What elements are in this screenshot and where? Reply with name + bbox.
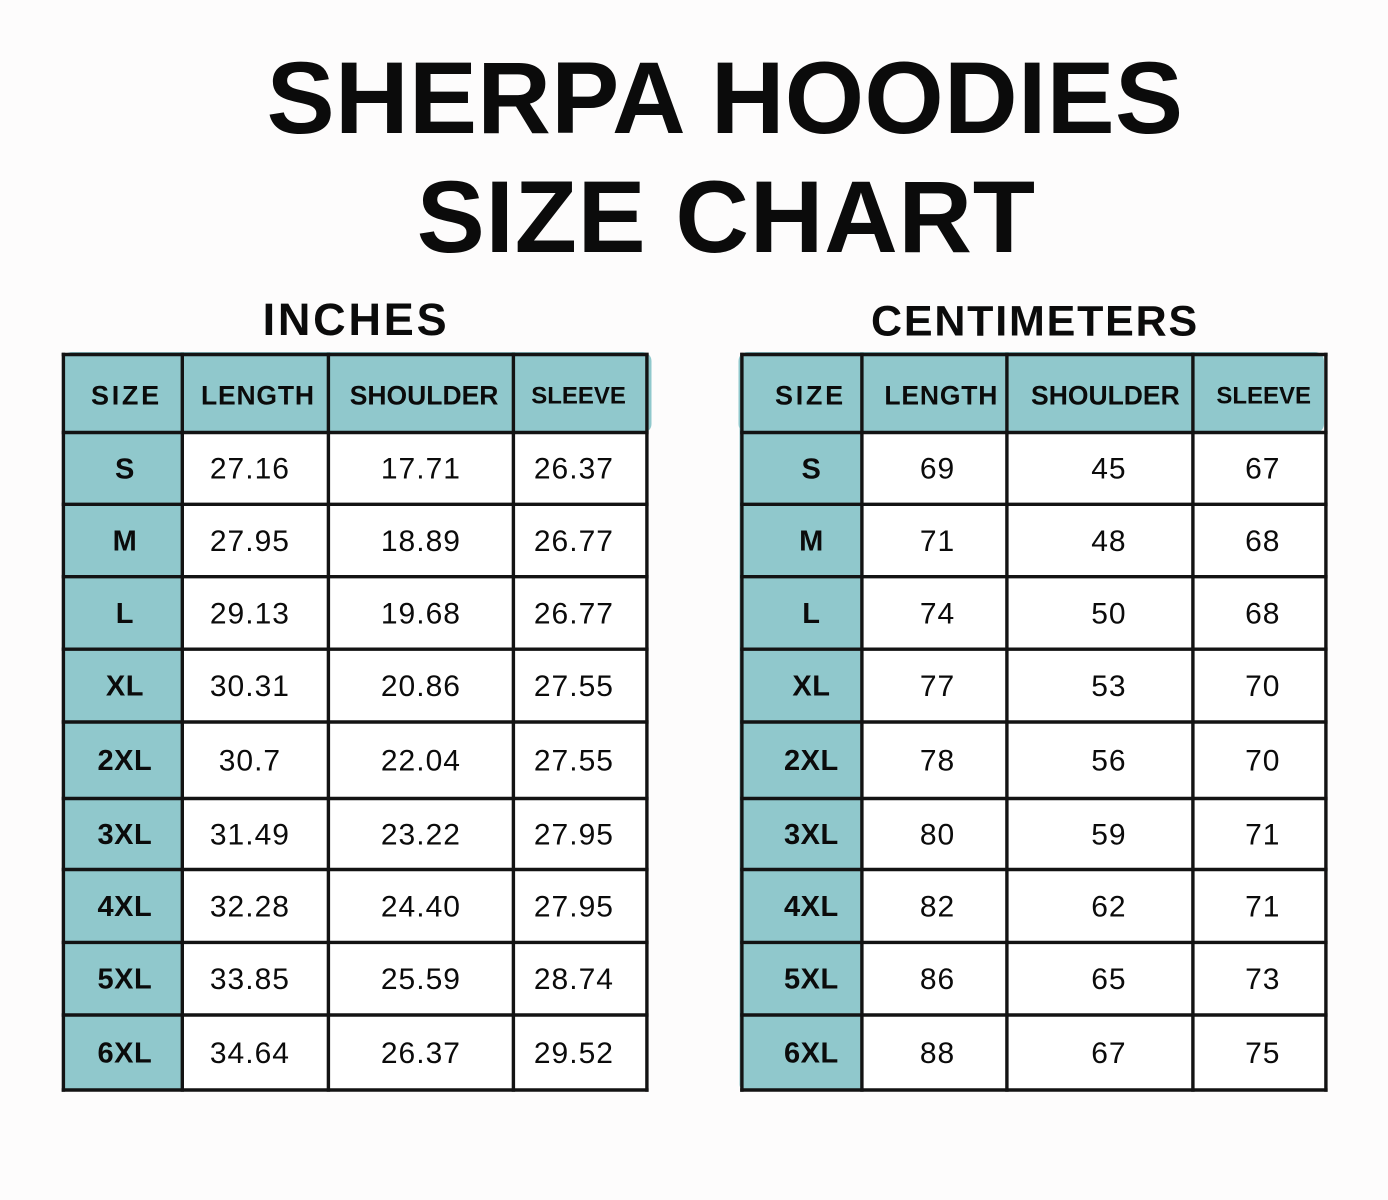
svg-text:59: 59 xyxy=(1091,818,1126,851)
svg-text:S: S xyxy=(115,453,135,485)
svg-text:L: L xyxy=(116,598,134,630)
svg-text:31.49: 31.49 xyxy=(210,818,290,851)
svg-text:78: 78 xyxy=(920,745,955,778)
svg-text:SIZE: SIZE xyxy=(775,381,846,411)
svg-text:XL: XL xyxy=(792,671,830,703)
svg-text:6XL: 6XL xyxy=(784,1038,839,1070)
svg-text:26.77: 26.77 xyxy=(534,525,614,558)
svg-text:SLEEVE: SLEEVE xyxy=(531,383,626,410)
svg-text:2XL: 2XL xyxy=(98,745,153,777)
svg-text:67: 67 xyxy=(1091,1037,1126,1070)
svg-text:4XL: 4XL xyxy=(784,891,839,923)
svg-text:26.77: 26.77 xyxy=(534,597,614,630)
svg-text:71: 71 xyxy=(1245,818,1280,851)
svg-text:18.89: 18.89 xyxy=(381,525,461,558)
svg-text:29.52: 29.52 xyxy=(534,1037,614,1070)
svg-text:2XL: 2XL xyxy=(784,745,839,777)
svg-text:6XL: 6XL xyxy=(98,1038,153,1070)
svg-text:71: 71 xyxy=(920,525,955,558)
svg-text:CENTIMETERS: CENTIMETERS xyxy=(871,298,1199,346)
svg-text:71: 71 xyxy=(1245,890,1280,923)
svg-text:70: 70 xyxy=(1245,745,1280,778)
svg-text:26.37: 26.37 xyxy=(381,1037,461,1070)
svg-text:L: L xyxy=(802,598,820,630)
svg-text:23.22: 23.22 xyxy=(381,818,461,851)
svg-text:34.64: 34.64 xyxy=(210,1037,290,1070)
svg-text:70: 70 xyxy=(1245,670,1280,703)
svg-text:20.86: 20.86 xyxy=(381,670,461,703)
svg-text:19.68: 19.68 xyxy=(381,597,461,630)
svg-text:68: 68 xyxy=(1245,525,1280,558)
svg-text:27.95: 27.95 xyxy=(534,890,614,923)
svg-text:67: 67 xyxy=(1245,453,1280,486)
svg-text:SIZE: SIZE xyxy=(91,381,162,411)
svg-text:29.13: 29.13 xyxy=(210,597,290,630)
svg-text:80: 80 xyxy=(920,818,955,851)
svg-text:32.28: 32.28 xyxy=(210,890,290,923)
svg-text:SHOULDER: SHOULDER xyxy=(350,380,499,410)
svg-text:SIZE CHART: SIZE CHART xyxy=(417,160,1036,274)
svg-text:5XL: 5XL xyxy=(98,964,153,996)
svg-text:27.16: 27.16 xyxy=(210,453,290,486)
svg-text:M: M xyxy=(799,526,824,558)
svg-text:27.55: 27.55 xyxy=(534,745,614,778)
svg-text:3XL: 3XL xyxy=(98,819,153,851)
svg-text:50: 50 xyxy=(1091,597,1126,630)
svg-text:M: M xyxy=(113,526,138,558)
svg-text:53: 53 xyxy=(1091,670,1126,703)
svg-text:S: S xyxy=(801,453,821,485)
svg-text:69: 69 xyxy=(920,453,955,486)
svg-text:77: 77 xyxy=(920,670,955,703)
svg-text:88: 88 xyxy=(920,1037,955,1070)
svg-text:48: 48 xyxy=(1091,525,1126,558)
svg-text:30.31: 30.31 xyxy=(210,670,290,703)
svg-text:82: 82 xyxy=(920,890,955,923)
svg-text:4XL: 4XL xyxy=(98,891,153,923)
svg-text:SLEEVE: SLEEVE xyxy=(1216,383,1311,410)
svg-text:33.85: 33.85 xyxy=(210,963,290,996)
svg-text:LENGTH: LENGTH xyxy=(201,380,315,410)
svg-text:17.71: 17.71 xyxy=(381,453,461,486)
svg-text:75: 75 xyxy=(1245,1037,1280,1070)
svg-text:25.59: 25.59 xyxy=(381,963,461,996)
svg-text:3XL: 3XL xyxy=(784,819,839,851)
svg-text:26.37: 26.37 xyxy=(534,453,614,486)
svg-text:SHERPA HOODIES: SHERPA HOODIES xyxy=(267,41,1184,155)
svg-text:86: 86 xyxy=(920,963,955,996)
svg-text:INCHES: INCHES xyxy=(263,294,450,345)
svg-text:73: 73 xyxy=(1245,963,1280,996)
svg-text:LENGTH: LENGTH xyxy=(884,380,998,410)
svg-text:65: 65 xyxy=(1091,963,1126,996)
svg-text:68: 68 xyxy=(1245,597,1280,630)
svg-text:27.95: 27.95 xyxy=(210,525,290,558)
svg-text:62: 62 xyxy=(1091,890,1126,923)
svg-text:28.74: 28.74 xyxy=(534,963,614,996)
svg-text:XL: XL xyxy=(106,671,144,703)
svg-text:5XL: 5XL xyxy=(784,964,839,996)
svg-text:SHOULDER: SHOULDER xyxy=(1031,380,1180,410)
svg-text:74: 74 xyxy=(920,597,955,630)
svg-text:45: 45 xyxy=(1091,453,1126,486)
svg-text:30.7: 30.7 xyxy=(219,745,281,778)
svg-text:27.55: 27.55 xyxy=(534,670,614,703)
svg-text:24.40: 24.40 xyxy=(381,890,461,923)
svg-text:56: 56 xyxy=(1091,745,1126,778)
svg-text:22.04: 22.04 xyxy=(381,745,461,778)
svg-text:27.95: 27.95 xyxy=(534,818,614,851)
